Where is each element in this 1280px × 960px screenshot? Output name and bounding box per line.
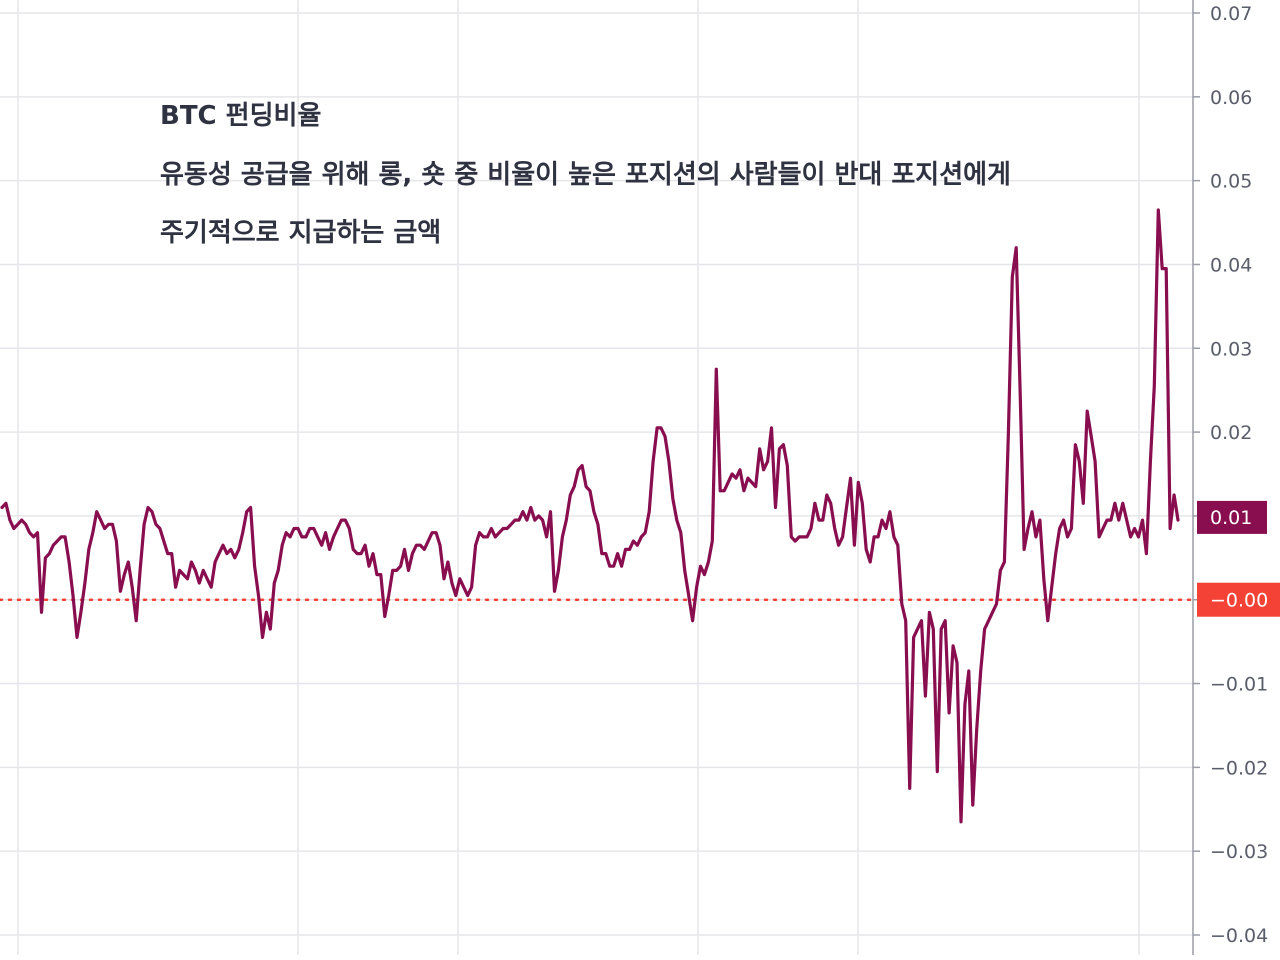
annotation-line-1: 유동성 공급을 위해 롱, 숏 중 비율이 높은 포지션의 사람들이 반대 포지…: [160, 160, 1011, 190]
y-tick-label: −0.03: [1210, 841, 1268, 863]
chart-title: BTC 펀딩비율: [160, 101, 322, 131]
y-tick-label: −0.01: [1210, 674, 1268, 696]
y-tick-label: 0.03: [1210, 338, 1252, 360]
y-tick-label: 0.05: [1210, 171, 1252, 193]
last-value-badge-label: 0.01: [1210, 507, 1252, 529]
y-tick-label: 0.07: [1210, 3, 1252, 25]
y-tick-label: 0.06: [1210, 87, 1252, 109]
y-tick-label: 0.02: [1210, 422, 1252, 444]
last-value-badge-background: [1197, 500, 1267, 534]
zero-badge-background: [1197, 582, 1280, 617]
y-tick-label: −0.02: [1210, 757, 1268, 779]
zero-value-badge: −0.00: [1197, 582, 1280, 617]
zero-badge-label: −0.00: [1210, 590, 1268, 612]
y-tick-label: −0.04: [1210, 925, 1268, 947]
annotation-line-2: 주기적으로 지급하는 금액: [160, 218, 442, 248]
funding-rate-series-line: [0, 208, 1180, 824]
y-tick-label: 0.04: [1210, 254, 1252, 276]
last-value-badge: 0.01: [1197, 500, 1267, 534]
